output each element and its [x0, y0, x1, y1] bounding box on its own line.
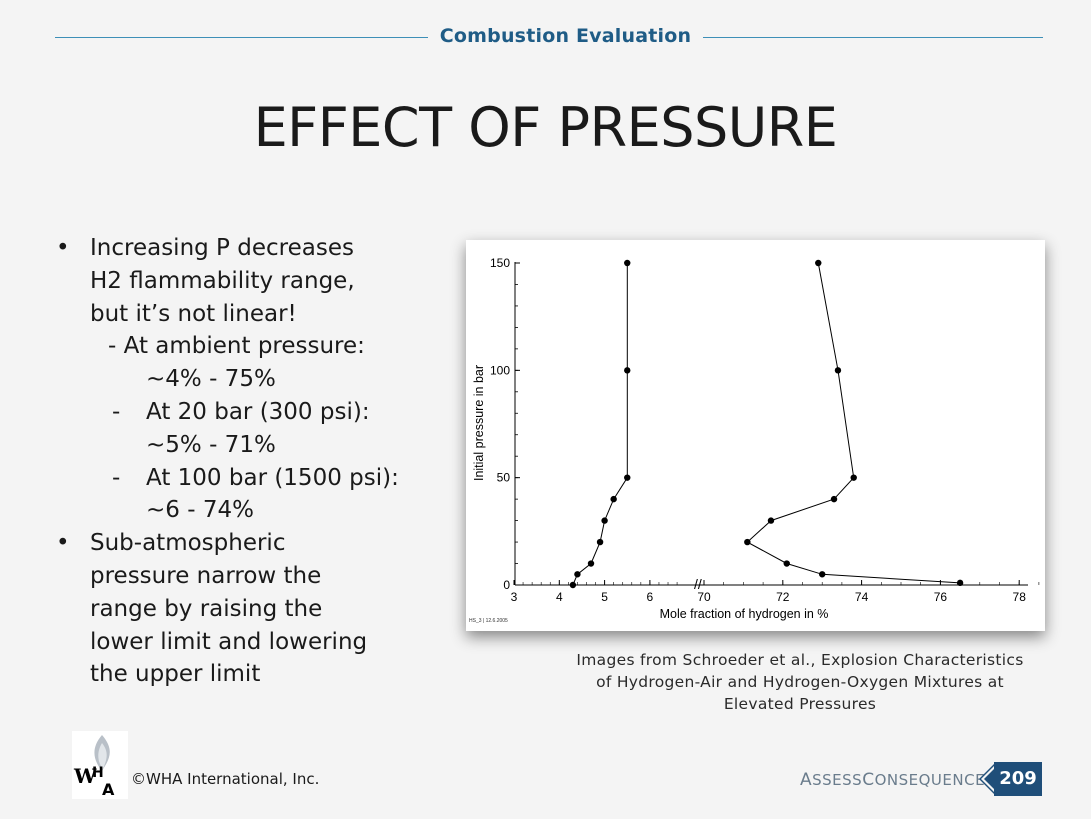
bullet-dot: •	[56, 235, 70, 261]
sub-item: - At 20 bar (300 psi):	[56, 396, 441, 429]
assess-initial-a: A	[800, 770, 813, 790]
data-point	[834, 367, 842, 374]
x-tick-label: 4	[556, 590, 563, 604]
data-point	[587, 560, 595, 567]
data-point	[815, 259, 822, 267]
x-tick-label: 74	[855, 590, 869, 604]
chart-note: HS_3 | 12.6.2005	[469, 618, 508, 624]
sub-item: - At 100 bar (1500 psi):	[56, 462, 441, 495]
sub-item-text: ~6 - 74%	[146, 497, 254, 524]
data-point	[610, 495, 617, 503]
dash-marker: -	[112, 464, 121, 491]
data-point	[783, 560, 790, 567]
bullet-text: range by raising the	[90, 595, 323, 622]
y-tick-label: 150	[490, 256, 510, 270]
data-point	[850, 474, 857, 481]
y-tick-label: 100	[490, 363, 510, 377]
consequence-word-rest: ONSEQUENCE	[874, 771, 986, 789]
x-tick-label: 5	[601, 590, 608, 604]
sub-item-text: ~5% - 71%	[146, 431, 276, 458]
bullet-text: pressure narrow the	[90, 562, 322, 589]
data-point	[624, 474, 631, 481]
bullet-list: • Increasing P decreases H2 flammability…	[56, 232, 441, 691]
data-point	[956, 579, 964, 587]
svg-text:H: H	[92, 765, 104, 781]
caption-line: Images from Schroeder et al., Explosion …	[576, 651, 1024, 669]
data-point	[596, 538, 604, 546]
bullet-text: lower limit and lowering	[90, 628, 368, 655]
data-point	[819, 571, 826, 578]
flammability-chart: 0501001503456707274767880 // Mole fracti…	[469, 256, 1040, 624]
page-number-badge: 209	[978, 762, 1042, 796]
svg-text:A: A	[102, 780, 115, 799]
assess-consequence-label: ASSESSCONSEQUENCE	[800, 770, 985, 790]
dash-marker: -	[112, 398, 121, 425]
bullet-text: but it’s not linear!	[90, 300, 297, 327]
consequence-initial-c: C	[862, 770, 875, 790]
assess-word-rest: SSESS	[812, 771, 863, 789]
sub-item-text: - At ambient pressure:	[108, 333, 365, 360]
x-axis-label: Mole fraction of hydrogen in %	[660, 607, 829, 621]
y-tick-label: 0	[503, 578, 510, 592]
y-axis-label: Initial pressure in bar	[472, 365, 486, 481]
wha-logo-icon: W H A	[73, 735, 115, 799]
bullet-text: the upper limit	[90, 661, 261, 688]
image-caption: Images from Schroeder et al., Explosion …	[550, 649, 1050, 715]
x-tick-label: 6	[647, 590, 654, 604]
bullet-dot: •	[56, 530, 70, 557]
data-point	[767, 517, 775, 524]
x-tick-label: 3	[511, 590, 518, 604]
header-rule-left	[55, 37, 428, 38]
axis-break-mark: //	[694, 576, 702, 592]
chart-image: 0501001503456707274767880 // Mole fracti…	[466, 240, 1045, 631]
data-point	[569, 581, 577, 589]
series-line-1	[572, 263, 628, 586]
caption-line: of Hydrogen-Air and Hydrogen-Oxygen Mixt…	[596, 673, 1004, 691]
wha-logo: W H A	[72, 731, 128, 799]
bullet-text: Increasing P decreases	[90, 235, 354, 261]
sub-item-text: At 20 bar (300 psi):	[146, 398, 370, 425]
data-point	[624, 259, 631, 267]
caption-line: Elevated Pressures	[723, 695, 877, 713]
series-line-2	[746, 262, 961, 584]
data-point	[830, 495, 838, 503]
section-title: Combustion Evaluation	[439, 25, 692, 47]
x-tick-label: 70	[697, 590, 711, 604]
y-tick-label: 50	[497, 471, 511, 485]
header-rule-right	[703, 37, 1043, 38]
sub-item-text: ~4% - 75%	[146, 366, 276, 393]
data-point	[744, 538, 751, 546]
page-number: 209	[994, 762, 1042, 796]
svg-text:W: W	[73, 764, 97, 788]
data-point	[624, 367, 631, 374]
bullet-text: Sub-atmospheric	[90, 530, 286, 557]
x-tick-label: 76	[934, 590, 948, 604]
bullet-item: • Increasing P decreases H2 flammability…	[56, 232, 441, 330]
sub-item-text: At 100 bar (1500 psi):	[146, 464, 399, 491]
x-tick-label: 72	[776, 590, 790, 604]
page-title: EFFECT OF PRESSURE	[253, 96, 838, 159]
data-point	[574, 571, 581, 578]
bullet-item: • Sub-atmospheric pressure narrow the ra…	[56, 527, 441, 691]
copyright-text: ©WHA International, Inc.	[131, 770, 320, 788]
chevron-left-icon	[979, 762, 998, 796]
data-point	[601, 517, 608, 524]
x-tick-label: 78	[1013, 590, 1027, 604]
bullet-text: H2 flammability range,	[90, 267, 355, 294]
